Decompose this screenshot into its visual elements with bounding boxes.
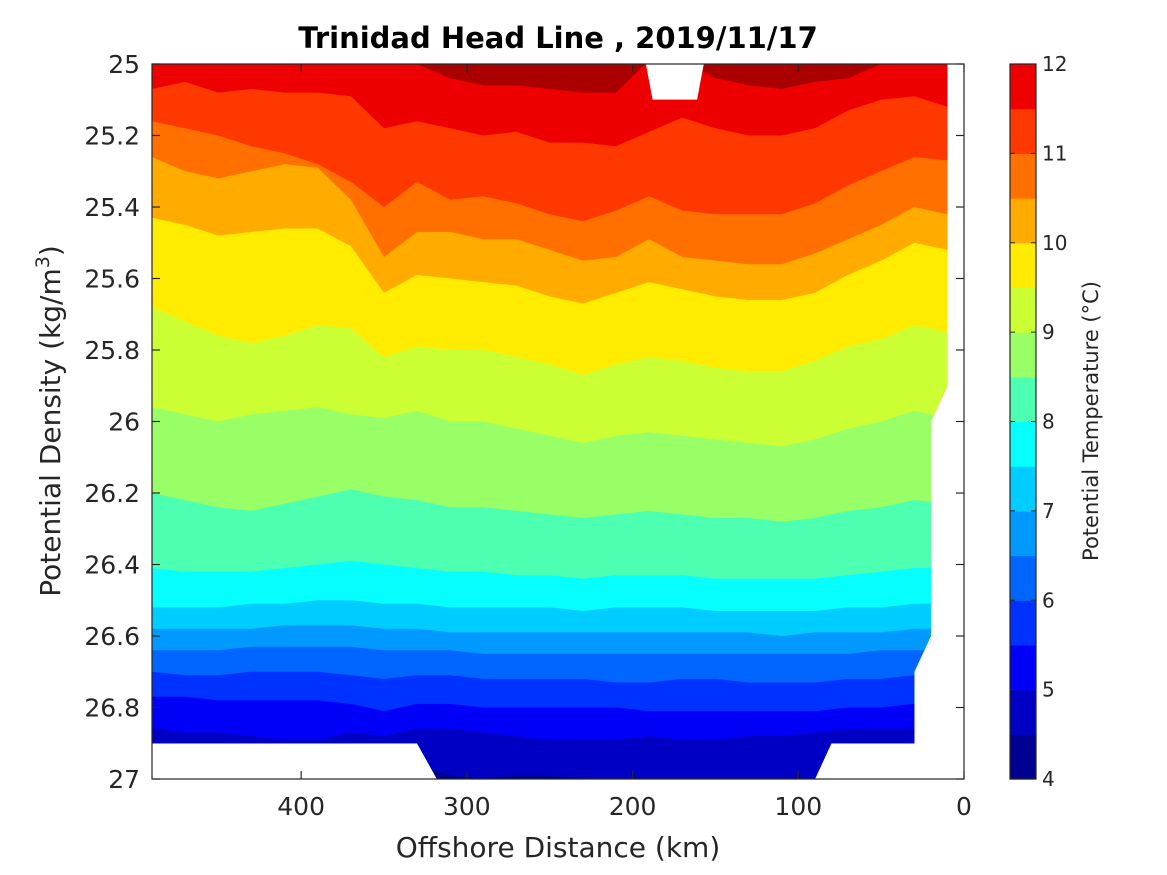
colorbar-swatch-5-5 — [1010, 600, 1036, 646]
y-tick-label-25: 25 — [108, 50, 140, 79]
x-tick-label-200: 200 — [609, 792, 657, 821]
y-tick-label-26: 26 — [108, 408, 140, 437]
y-axis-title-close: ) — [34, 245, 67, 256]
x-axis-tick-labels: 400 300 200 100 0 — [277, 792, 972, 821]
y-tick-label-25-4: 25.4 — [84, 193, 140, 222]
y-tick-label-25-8: 25.8 — [84, 336, 140, 365]
colorbar-frame — [1009, 63, 1037, 780]
colorbar: 4 5 6 7 8 9 10 11 12 — [1009, 52, 1067, 791]
colorbar-swatch-10-5 — [1010, 153, 1036, 199]
y-axis-title-superscript: 3 — [32, 256, 54, 268]
x-tick-label-0: 0 — [956, 792, 972, 821]
colorbar-swatch-9 — [1010, 287, 1036, 333]
colorbar-swatch-5 — [1010, 644, 1036, 691]
y-axis-title-main: Potential Density (kg/m — [34, 268, 67, 597]
plot-area — [151, 63, 965, 780]
chart-title: Trinidad Head Line , 2019/11/17 — [298, 21, 818, 55]
y-tick-label-26-6: 26.6 — [84, 622, 140, 651]
x-tick-label-300: 300 — [443, 792, 491, 821]
colorbar-tick-label-6: 6 — [1042, 588, 1055, 612]
colorbar-swatch-7 — [1010, 466, 1036, 512]
colorbar-tick-label-5: 5 — [1042, 678, 1055, 702]
colorbar-tick-label-12: 12 — [1042, 52, 1067, 76]
y-tick-label-27: 27 — [108, 765, 140, 794]
colorbar-tick-label-8: 8 — [1042, 410, 1055, 434]
colorbar-swatch-11-5 — [1010, 64, 1036, 110]
y-tick-label-26-2: 26.2 — [84, 479, 140, 508]
colorbar-tick-label-4: 4 — [1042, 767, 1055, 791]
colorbar-tick-label-9: 9 — [1042, 320, 1055, 344]
y-axis-title: Potential Density (kg/m3) — [32, 245, 67, 597]
colorbar-tick-label-7: 7 — [1042, 499, 1055, 523]
colorbar-swatch-11 — [1010, 108, 1036, 154]
colorbar-title: Potential Temperature (°C) — [1079, 281, 1103, 561]
x-tick-label-100: 100 — [774, 792, 822, 821]
colorbar-swatch-4 — [1010, 734, 1036, 780]
colorbar-swatches — [1010, 64, 1036, 780]
x-axis-title: Offshore Distance (km) — [396, 831, 721, 864]
colorbar-swatch-10 — [1010, 198, 1036, 244]
colorbar-swatch-8 — [1010, 376, 1036, 423]
y-tick-label-25-6: 25.6 — [84, 265, 140, 294]
colorbar-swatch-6 — [1010, 555, 1036, 601]
y-tick-label-25-2: 25.2 — [84, 122, 140, 151]
plot-frame — [151, 63, 965, 780]
y-tick-label-26-8: 26.8 — [84, 694, 140, 723]
colorbar-swatch-4-5 — [1010, 689, 1036, 735]
colorbar-swatch-7-5 — [1010, 421, 1036, 467]
x-tick-label-400: 400 — [277, 792, 325, 821]
contour-bands — [152, 64, 948, 779]
y-tick-label-26-4: 26.4 — [84, 551, 140, 580]
colorbar-swatch-6-5 — [1010, 510, 1036, 557]
colorbar-swatch-8-5 — [1010, 332, 1036, 378]
contour-fill-layer — [152, 64, 948, 779]
colorbar-swatch-9-5 — [1010, 242, 1036, 289]
colorbar-tick-label-11: 11 — [1042, 141, 1067, 165]
colorbar-tick-label-10: 10 — [1042, 231, 1067, 255]
colorbar-tick-labels: 4 5 6 7 8 9 10 11 12 — [1042, 52, 1067, 791]
y-axis-tick-labels: 25 25.2 25.4 25.6 25.8 26 26.2 26.4 26.6 26.8 27 — [84, 50, 140, 794]
